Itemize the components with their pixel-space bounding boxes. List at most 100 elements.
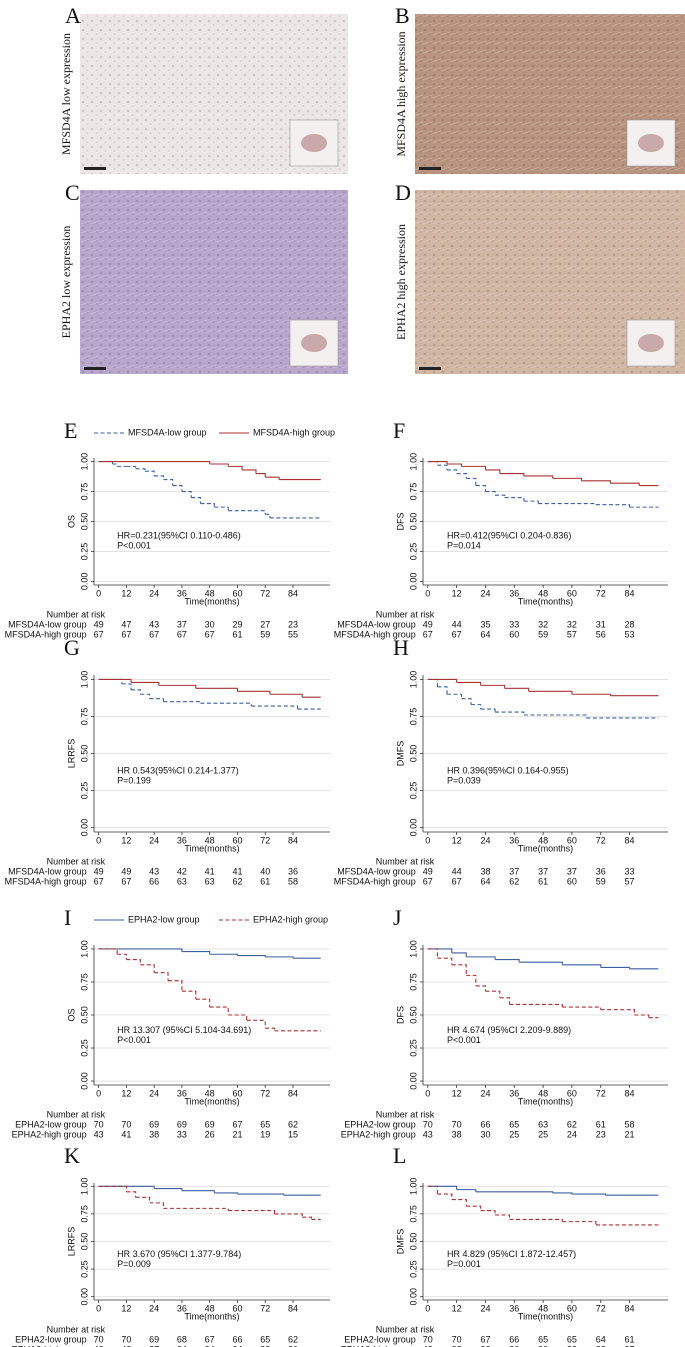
risk-count: 21: [625, 1129, 635, 1139]
y-axis-label: DMFS: [395, 1229, 405, 1255]
risk-count: 23: [596, 1129, 606, 1139]
risk-row-label: MFSD4A-high group: [5, 629, 87, 639]
x-tick-label: 72: [596, 1088, 606, 1098]
survival-step: [209, 463, 229, 467]
risk-count: 44: [452, 619, 462, 629]
survival-step: [461, 465, 487, 470]
risk-count: 43: [149, 619, 159, 629]
risk-title: Number at risk: [47, 1324, 106, 1334]
thumbnail-tissue: [301, 134, 327, 152]
x-axis-label: Time(months): [184, 596, 239, 606]
survival-step: [214, 506, 229, 511]
annotation: HR 0.543(95%CI 0.214-1.377): [117, 766, 239, 776]
panel-letter: C: [65, 180, 80, 205]
x-tick-label: 60: [232, 1303, 242, 1313]
risk-count: 53: [625, 629, 635, 639]
risk-count: 58: [288, 876, 298, 886]
x-tick-label: 84: [625, 1088, 635, 1098]
annotation: HR=0.412(95%CI 0.204-0.836): [447, 530, 571, 540]
survival-step: [255, 473, 266, 478]
risk-count: 63: [538, 1119, 548, 1129]
x-tick-label: 0: [425, 835, 430, 845]
risk-count: 26: [205, 1129, 215, 1139]
survival-step: [427, 948, 438, 959]
risk-count: 70: [452, 1334, 462, 1344]
survival-step: [242, 469, 257, 474]
risk-count: 63: [177, 876, 187, 886]
risk-count: 62: [509, 876, 519, 886]
x-tick-label: 48: [205, 1303, 215, 1313]
y-tick-label: 0.00: [408, 573, 418, 591]
y-tick-label: 0.50: [408, 513, 418, 531]
y-tick-label: 0.50: [408, 745, 418, 763]
survival-step: [456, 473, 467, 479]
risk-count: 28: [625, 619, 635, 629]
survival-step: [466, 1205, 482, 1211]
x-tick-label: 60: [232, 588, 242, 598]
risk-count: 27: [260, 619, 270, 629]
x-tick-label: 12: [452, 1303, 462, 1313]
risk-count: 21: [232, 1129, 242, 1139]
survival-step: [610, 482, 640, 486]
survival-step: [269, 693, 303, 698]
risk-count: 49: [121, 866, 131, 876]
x-tick-label: 72: [260, 835, 270, 845]
risk-count: 66: [509, 1334, 519, 1344]
y-tick-label: 0.00: [408, 1288, 418, 1306]
survival-step: [456, 1189, 477, 1192]
survival-step: [126, 465, 137, 469]
y-tick-label: 0.00: [408, 819, 418, 837]
risk-count: 15: [288, 1129, 298, 1139]
survival-step: [427, 1185, 438, 1195]
image-label: EPHA2 high expression: [394, 224, 408, 340]
survival-step: [135, 1196, 151, 1203]
survival-step: [552, 477, 583, 481]
risk-count: 30: [538, 1344, 548, 1347]
x-tick-label: 12: [121, 1088, 131, 1098]
risk-count: 67: [177, 629, 187, 639]
annotation: P=0.199: [117, 776, 151, 786]
survival-step: [228, 465, 243, 470]
annotation: P=0.009: [117, 1259, 151, 1269]
survival-step: [427, 678, 458, 683]
risk-count: 67: [94, 629, 104, 639]
y-axis-label: DFS: [395, 513, 405, 531]
x-tick-label: 24: [149, 835, 159, 845]
survival-step: [228, 1210, 276, 1214]
risk-count: 57: [567, 629, 577, 639]
x-axis-label: Time(months): [518, 1311, 573, 1321]
risk-count: 61: [538, 876, 548, 886]
risk-count: 49: [94, 866, 104, 876]
survival-step: [195, 687, 239, 692]
x-tick-label: 36: [177, 835, 187, 845]
y-tick-label: 0.50: [79, 1006, 89, 1024]
panel-letter: B: [395, 3, 410, 28]
risk-count: 67: [121, 876, 131, 886]
x-tick-label: 84: [288, 1088, 298, 1098]
survival-step: [274, 1213, 303, 1218]
risk-row-label: MFSD4A-low group: [337, 619, 416, 629]
survival-step: [131, 681, 160, 686]
annotation: P=0.039: [447, 776, 481, 786]
risk-count: 59: [538, 629, 548, 639]
risk-row-label: EPHA2-low group: [344, 1119, 416, 1129]
survival-step: [595, 504, 631, 508]
risk-count: 41: [121, 1129, 131, 1139]
risk-count: 38: [149, 1129, 159, 1139]
risk-count: 23: [288, 619, 298, 629]
survival-step: [485, 469, 501, 474]
risk-count: 64: [596, 1334, 606, 1344]
x-tick-label: 36: [509, 835, 519, 845]
risk-count: 38: [480, 866, 490, 876]
survival-step: [237, 690, 271, 695]
risk-count: 61: [596, 1119, 606, 1129]
y-tick-label: 0.00: [79, 573, 89, 591]
survival-step: [519, 961, 563, 965]
survival-step: [447, 469, 458, 474]
x-tick-label: 72: [596, 1303, 606, 1313]
x-tick-label: 36: [509, 588, 519, 598]
risk-count: 36: [288, 866, 298, 876]
risk-count: 67: [452, 876, 462, 886]
survival-step: [144, 470, 155, 476]
survival-step: [456, 681, 482, 686]
